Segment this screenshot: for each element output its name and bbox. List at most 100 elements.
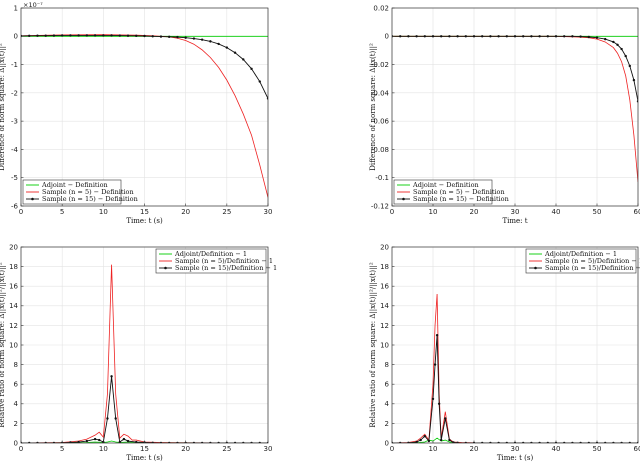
data-point bbox=[69, 34, 72, 37]
data-point bbox=[415, 440, 418, 443]
y-tick-label: -5 bbox=[11, 174, 18, 182]
y-tick-label: -0.08 bbox=[371, 146, 389, 154]
legend-entry: Sample (n = 5)/Definition − 1 bbox=[545, 257, 640, 265]
x-tick-label: 0 bbox=[19, 445, 23, 453]
data-point bbox=[513, 35, 517, 38]
data-point bbox=[587, 35, 590, 39]
legend-marker bbox=[534, 266, 537, 270]
legend-box bbox=[22, 179, 122, 205]
data-point bbox=[423, 434, 426, 438]
data-point bbox=[60, 34, 64, 37]
legend-box bbox=[393, 179, 493, 205]
data-point bbox=[233, 51, 237, 54]
data-point bbox=[604, 37, 607, 41]
y-tick-label: -3 bbox=[11, 118, 18, 126]
y-tick-label: 1 bbox=[14, 4, 18, 12]
data-point bbox=[427, 439, 431, 443]
data-point bbox=[143, 34, 146, 38]
y-tick-label: 6 bbox=[14, 381, 19, 389]
y-tick-label: 0 bbox=[385, 33, 389, 41]
data-point bbox=[624, 54, 627, 58]
data-point bbox=[419, 438, 422, 442]
data-point bbox=[554, 35, 558, 38]
data-point bbox=[399, 35, 402, 38]
legend-entry: Sample (n = 15)/Definition − 1 bbox=[175, 264, 277, 272]
data-point bbox=[192, 37, 196, 40]
y-tick-label: 0.02 bbox=[373, 4, 389, 12]
legend-entry: Sample (n = 15)/Definition − 1 bbox=[545, 264, 640, 272]
data-point bbox=[98, 438, 101, 442]
legend-marker bbox=[31, 197, 34, 201]
x-axis-label: Time: t (s) bbox=[126, 217, 163, 225]
y-tick-label: 8 bbox=[385, 361, 389, 369]
x-tick-label: 10 bbox=[429, 208, 438, 216]
x-tick-label: 5 bbox=[60, 445, 64, 453]
y-tick-label: -2 bbox=[11, 89, 18, 97]
series-line-2 bbox=[21, 34, 268, 198]
legend-entry: Sample (n = 5)/Definition − 1 bbox=[175, 257, 273, 265]
y-tick-label: 0 bbox=[385, 439, 389, 447]
legend-marker bbox=[402, 197, 405, 201]
y-tick-label: 20 bbox=[9, 243, 18, 251]
x-tick-label: 50 bbox=[593, 208, 602, 216]
y-tick-label: -4 bbox=[11, 146, 19, 154]
y-tick-label: 18 bbox=[380, 263, 389, 271]
x-tick-label: 20 bbox=[470, 445, 479, 453]
x-tick-label: 25 bbox=[222, 445, 231, 453]
y-tick-label: 10 bbox=[9, 341, 18, 349]
data-point bbox=[225, 46, 229, 49]
y-axis-label: Relative ratio of norm square: Δ||x(t)||… bbox=[0, 262, 6, 428]
y-tick-label: 4 bbox=[14, 400, 19, 408]
x-tick-label: 30 bbox=[511, 208, 520, 216]
data-point bbox=[44, 34, 47, 37]
data-point bbox=[481, 35, 484, 38]
y-tick-label: 12 bbox=[9, 322, 18, 330]
x-tick-label: 5 bbox=[60, 208, 64, 216]
x-tick-label: 30 bbox=[264, 445, 273, 453]
x-tick-label: 20 bbox=[181, 208, 190, 216]
y-tick-label: 14 bbox=[9, 302, 18, 310]
y-tick-label: 4 bbox=[385, 400, 390, 408]
y-tick-label: -0.06 bbox=[371, 118, 390, 126]
data-point bbox=[122, 437, 126, 441]
data-point bbox=[444, 417, 447, 420]
y-tick-label: 0 bbox=[14, 439, 18, 447]
data-point bbox=[200, 38, 204, 41]
x-tick-label: 20 bbox=[470, 208, 479, 216]
data-point bbox=[435, 334, 439, 337]
x-tick-label: 15 bbox=[140, 445, 149, 453]
y-exponent-label: ×10⁻⁷ bbox=[23, 1, 43, 9]
x-axis-label: Time: t (s) bbox=[497, 454, 534, 462]
data-point bbox=[472, 35, 476, 38]
data-point bbox=[563, 35, 566, 38]
data-point bbox=[530, 35, 533, 38]
x-tick-label: 10 bbox=[429, 445, 438, 453]
x-tick-label: 40 bbox=[552, 208, 561, 216]
y-axis-label: Difference of norm square: Δ||x(t)||² bbox=[369, 43, 377, 171]
y-tick-label: 14 bbox=[380, 302, 389, 310]
x-tick-label: 60 bbox=[634, 445, 640, 453]
legend-entry: Adjoint/Definition − 1 bbox=[544, 250, 617, 258]
data-point bbox=[159, 35, 163, 38]
x-tick-label: 20 bbox=[181, 445, 190, 453]
x-axis-label: Time: t (s) bbox=[126, 454, 163, 462]
y-tick-label: 2 bbox=[385, 420, 389, 428]
data-point bbox=[36, 34, 39, 37]
x-tick-label: 0 bbox=[390, 445, 394, 453]
data-point bbox=[250, 67, 253, 71]
data-point bbox=[93, 34, 97, 37]
chart-3: 0 5 10 15 20 25 30 0 2 4 6 8 10 12 14 16 18 20 Time: t (s)… bbox=[0, 243, 277, 462]
data-point bbox=[28, 34, 31, 38]
data-point bbox=[505, 35, 508, 38]
data-point bbox=[85, 34, 89, 37]
x-tick-label: 15 bbox=[140, 208, 149, 216]
data-point bbox=[184, 36, 187, 39]
data-point bbox=[52, 34, 56, 37]
y-tick-label: 12 bbox=[380, 322, 389, 330]
data-point bbox=[437, 402, 441, 405]
data-point bbox=[440, 438, 443, 442]
data-point bbox=[464, 35, 467, 38]
